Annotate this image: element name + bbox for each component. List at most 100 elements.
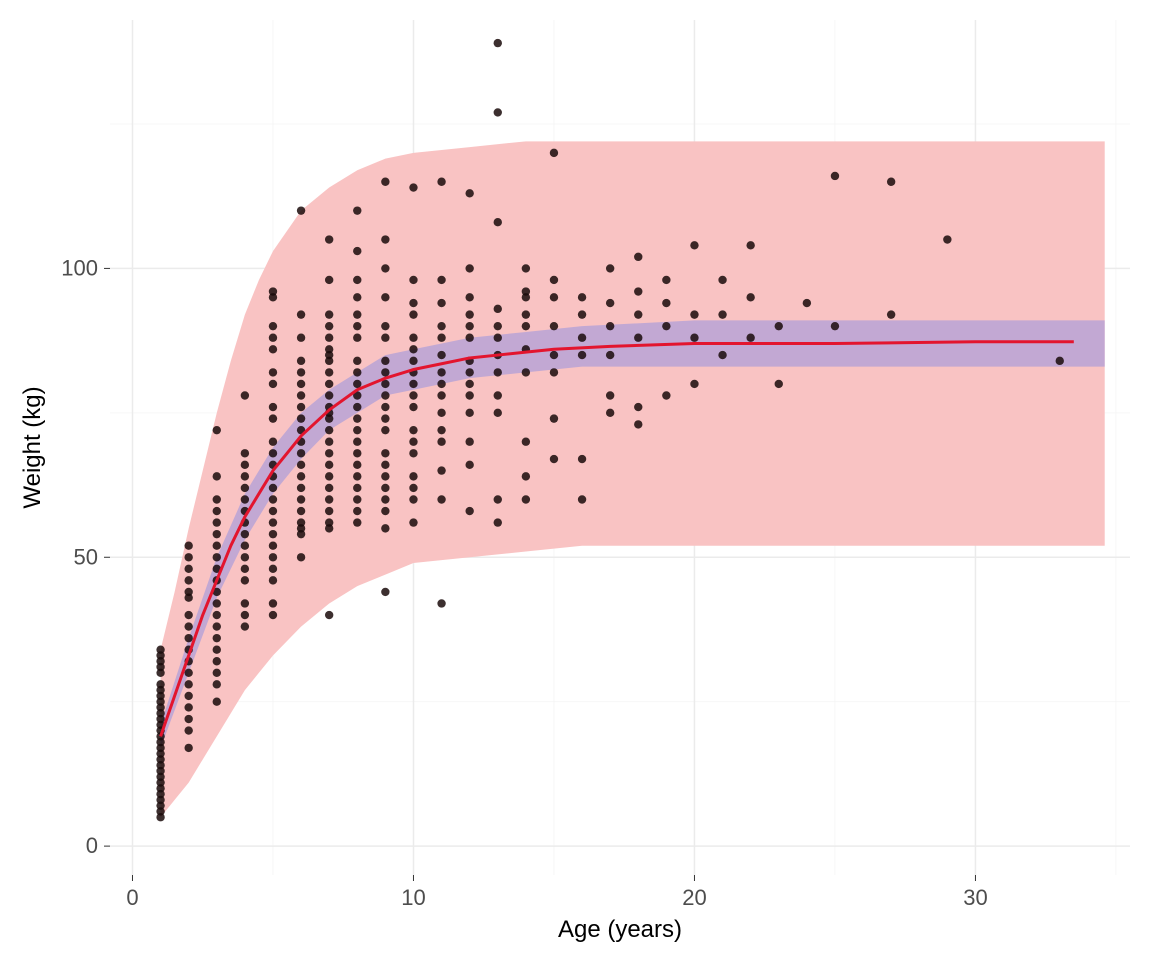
data-point xyxy=(325,611,333,619)
data-point xyxy=(184,703,192,711)
data-point xyxy=(409,299,417,307)
data-point xyxy=(269,334,277,342)
data-point xyxy=(353,472,361,480)
data-point xyxy=(746,293,754,301)
data-point xyxy=(494,39,502,47)
data-point xyxy=(662,322,670,330)
data-point xyxy=(690,310,698,318)
data-point xyxy=(409,357,417,365)
data-point xyxy=(550,414,558,422)
data-point xyxy=(494,368,502,376)
data-point xyxy=(634,253,642,261)
data-point xyxy=(325,334,333,342)
data-point xyxy=(353,380,361,388)
data-point xyxy=(353,357,361,365)
data-point xyxy=(578,455,586,463)
data-point xyxy=(297,495,305,503)
data-point xyxy=(241,391,249,399)
data-point xyxy=(269,438,277,446)
data-point xyxy=(409,449,417,457)
data-point xyxy=(634,334,642,342)
data-point xyxy=(325,235,333,243)
data-point xyxy=(494,334,502,342)
data-point xyxy=(578,351,586,359)
data-point xyxy=(381,472,389,480)
data-point xyxy=(325,461,333,469)
data-point xyxy=(184,553,192,561)
data-point xyxy=(325,426,333,434)
data-point xyxy=(662,391,670,399)
data-point xyxy=(409,495,417,503)
data-point xyxy=(437,495,445,503)
data-point xyxy=(325,380,333,388)
data-point xyxy=(353,334,361,342)
data-point xyxy=(831,322,839,330)
data-point xyxy=(184,622,192,630)
y-axis-label: Weight (kg) xyxy=(19,386,46,508)
y-tick-label: 100 xyxy=(61,255,98,280)
data-point xyxy=(353,495,361,503)
data-point xyxy=(381,449,389,457)
data-point xyxy=(184,726,192,734)
data-point xyxy=(241,622,249,630)
data-point xyxy=(662,276,670,284)
data-point xyxy=(381,461,389,469)
data-point xyxy=(269,449,277,457)
data-point xyxy=(437,391,445,399)
data-point xyxy=(634,403,642,411)
data-point xyxy=(353,247,361,255)
x-tick-label: 0 xyxy=(126,885,138,910)
data-point xyxy=(718,310,726,318)
data-point xyxy=(381,264,389,272)
data-point xyxy=(184,542,192,550)
data-point xyxy=(297,414,305,422)
data-point xyxy=(213,611,221,619)
data-point xyxy=(184,715,192,723)
data-point xyxy=(887,178,895,186)
data-point xyxy=(213,495,221,503)
data-point xyxy=(409,484,417,492)
data-point xyxy=(297,391,305,399)
x-tick-label: 10 xyxy=(401,885,425,910)
data-point xyxy=(269,599,277,607)
data-point xyxy=(381,588,389,596)
data-point xyxy=(634,310,642,318)
data-point xyxy=(718,276,726,284)
data-point xyxy=(690,380,698,388)
data-point xyxy=(381,368,389,376)
data-point xyxy=(381,357,389,365)
data-point xyxy=(606,409,614,417)
data-point xyxy=(409,391,417,399)
data-point xyxy=(269,287,277,295)
x-tick-label: 30 xyxy=(963,885,987,910)
data-point xyxy=(297,507,305,515)
data-point xyxy=(690,241,698,249)
data-point xyxy=(353,507,361,515)
data-point xyxy=(494,495,502,503)
data-point xyxy=(409,438,417,446)
data-point xyxy=(803,299,811,307)
data-point xyxy=(325,507,333,515)
data-point xyxy=(213,542,221,550)
data-point xyxy=(297,403,305,411)
data-point xyxy=(634,287,642,295)
data-point xyxy=(241,599,249,607)
data-point xyxy=(409,426,417,434)
data-point xyxy=(381,235,389,243)
data-point xyxy=(494,322,502,330)
data-point xyxy=(213,680,221,688)
data-point xyxy=(494,391,502,399)
data-point xyxy=(297,461,305,469)
data-point xyxy=(409,380,417,388)
data-point xyxy=(353,438,361,446)
data-point xyxy=(550,149,558,157)
data-point xyxy=(213,657,221,665)
data-point xyxy=(606,391,614,399)
data-point xyxy=(522,322,530,330)
data-point xyxy=(297,380,305,388)
data-point xyxy=(522,368,530,376)
data-point xyxy=(718,351,726,359)
data-point xyxy=(662,299,670,307)
data-point xyxy=(269,565,277,573)
data-point xyxy=(269,518,277,526)
